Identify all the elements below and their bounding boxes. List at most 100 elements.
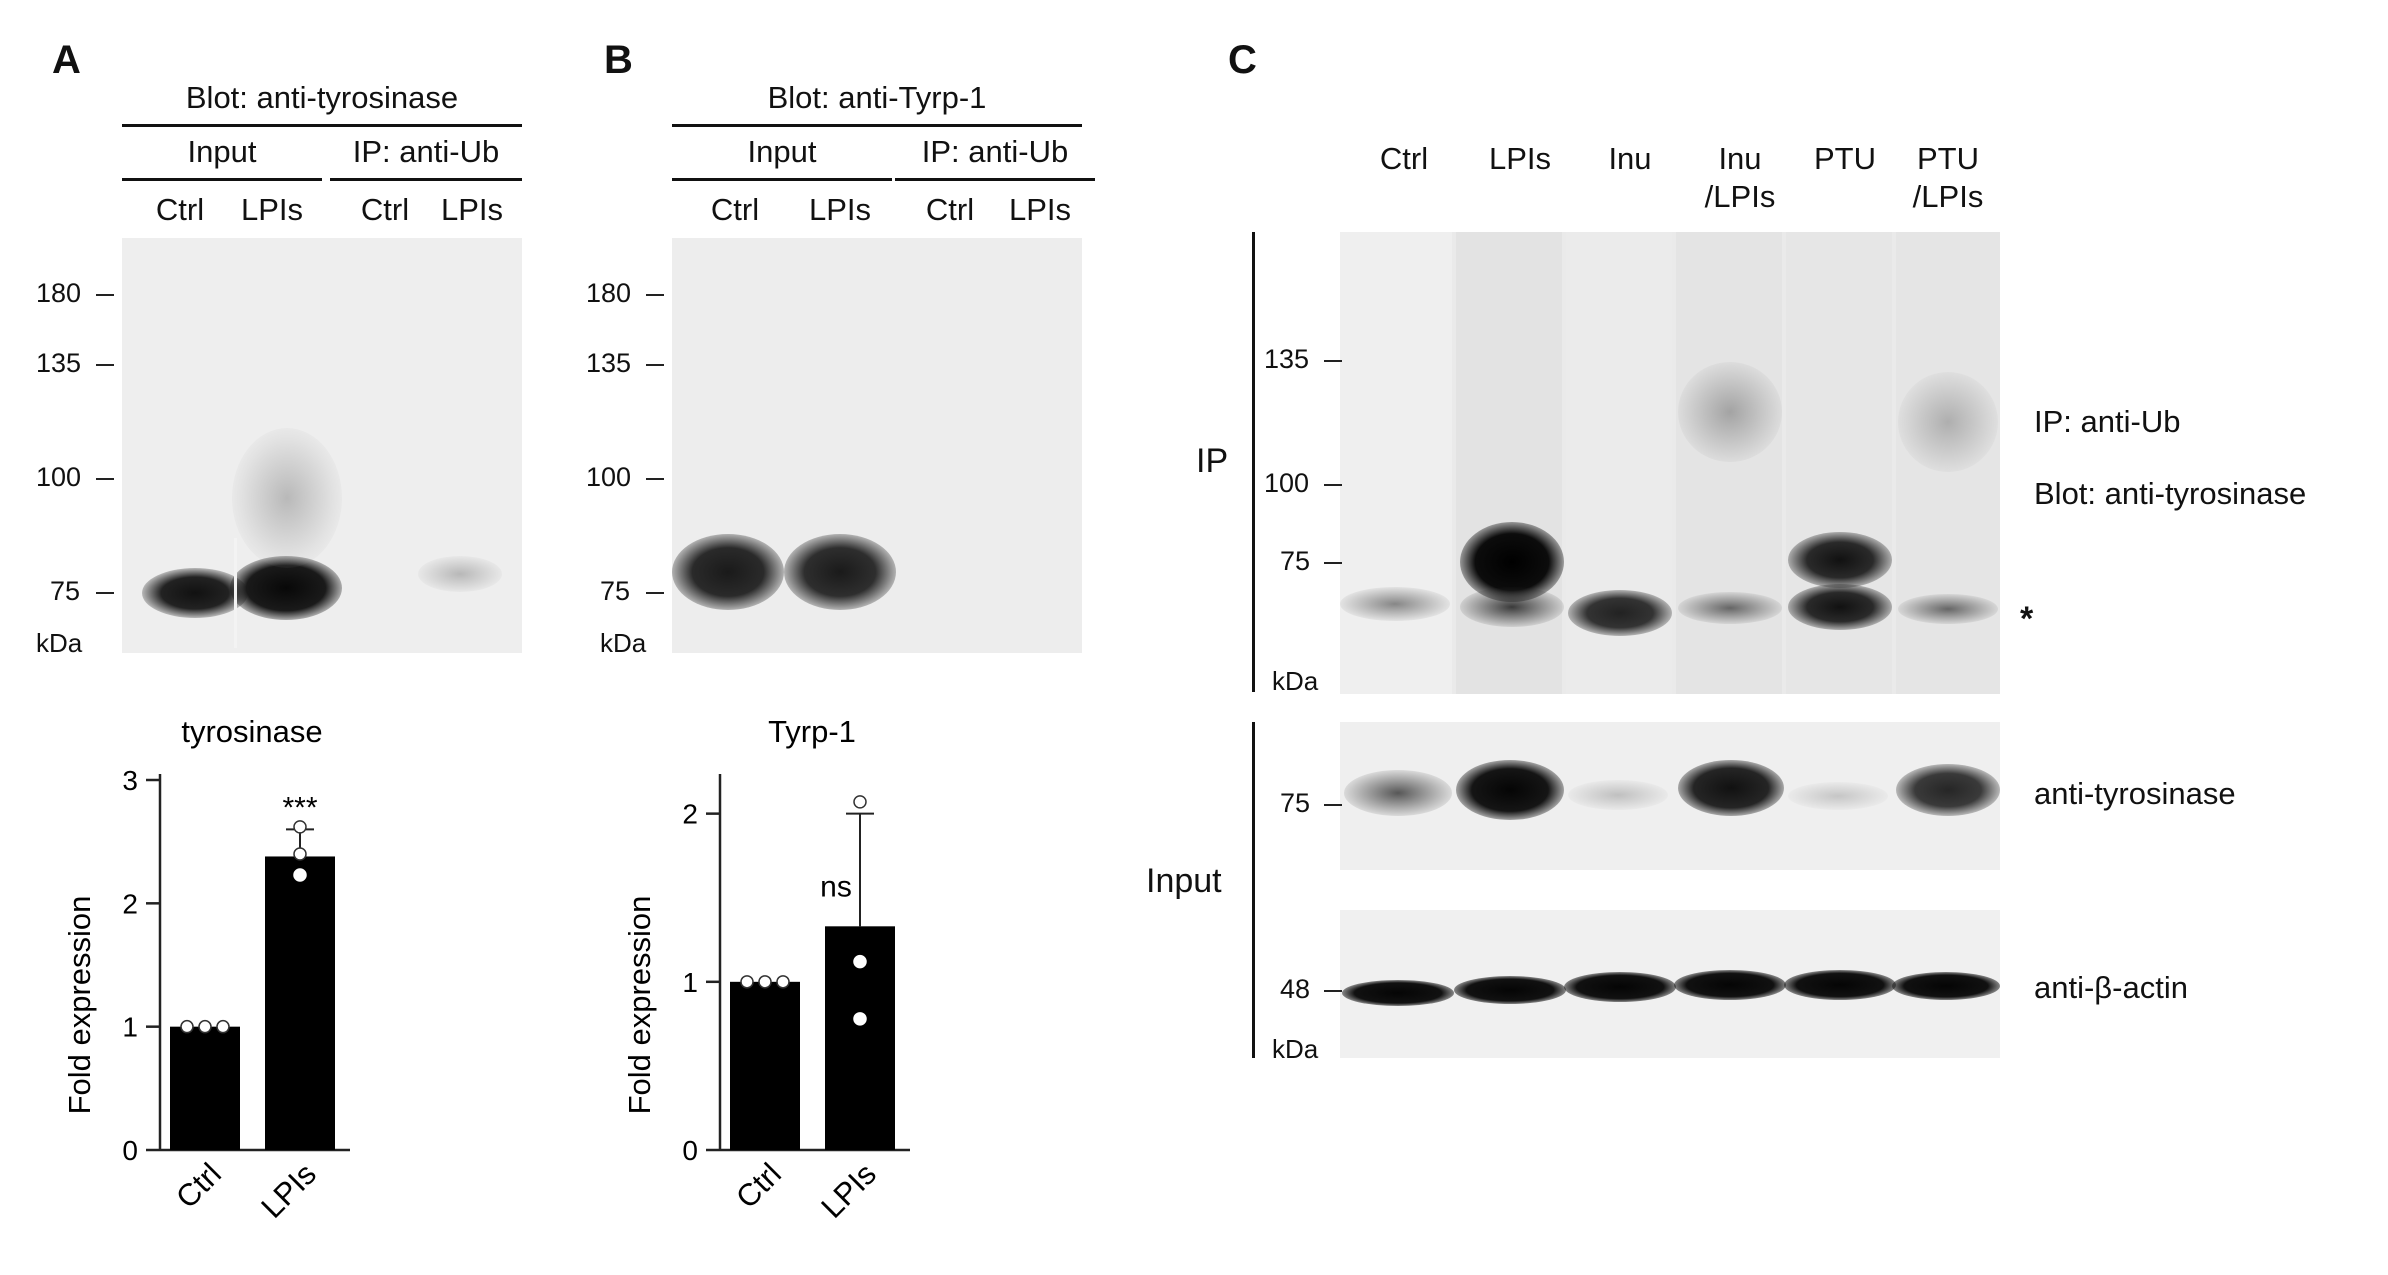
y-tick-label: 1 bbox=[122, 1012, 138, 1043]
y-tick-label: 2 bbox=[122, 888, 138, 919]
blot-band bbox=[1788, 532, 1892, 588]
blot-band bbox=[784, 534, 896, 610]
lane-separator bbox=[234, 538, 237, 648]
panel-c-asterisk: * bbox=[2020, 600, 2034, 638]
panel-c-ip-marker-tick bbox=[1324, 484, 1342, 486]
panel-a-group-ip: IP: anti-Ub bbox=[352, 134, 500, 169]
blot-band bbox=[1344, 770, 1452, 816]
panel-c-lane-label: Inu /LPIs bbox=[1704, 141, 1776, 214]
panel-c-ip-bracket bbox=[1252, 232, 1255, 692]
data-point bbox=[293, 820, 307, 834]
blot-band bbox=[1340, 587, 1450, 621]
blot-band bbox=[1564, 972, 1676, 1002]
panel-b-marker: 180 bbox=[586, 278, 632, 308]
bar bbox=[730, 981, 800, 1150]
panel-b-marker-tick bbox=[646, 478, 664, 480]
panel-b-lane-label: LPIs bbox=[808, 192, 872, 227]
blot-lane bbox=[1676, 232, 1782, 694]
blot-band bbox=[1460, 587, 1564, 627]
panel-a-marker-tick bbox=[96, 592, 114, 594]
panel-a-lane-label: Ctrl bbox=[155, 192, 205, 227]
blot-band bbox=[1456, 760, 1564, 820]
panel-c-input-marker: 48 bbox=[1280, 974, 1311, 1004]
chart-title: tyrosinase bbox=[181, 714, 322, 749]
data-point bbox=[853, 954, 867, 969]
panel-c-ip-marker: 75 bbox=[1280, 546, 1311, 576]
panel-a-title-rule bbox=[122, 124, 522, 127]
y-axis-label: Fold expression bbox=[62, 896, 97, 1115]
panel-a-lane-label: LPIs bbox=[440, 192, 504, 227]
panel-c-ip-annotation: IP: anti-Ub bbox=[2034, 404, 2181, 439]
blot-band bbox=[1892, 972, 2000, 1000]
panel-c-ip-annotation: Blot: anti-tyrosinase bbox=[2034, 476, 2307, 511]
x-tick-label: Ctrl bbox=[169, 1156, 228, 1215]
panel-a-ip-rule bbox=[330, 178, 522, 181]
panel-b-input-rule bbox=[672, 178, 892, 181]
bar bbox=[170, 1026, 240, 1150]
significance-label: ns bbox=[820, 870, 852, 903]
panel-b-lane-label: Ctrl bbox=[710, 192, 760, 227]
panel-c-lane-label: Ctrl bbox=[1379, 141, 1429, 176]
blot-band bbox=[1674, 970, 1786, 1000]
panel-b-title-rule bbox=[672, 124, 1082, 127]
y-tick-label: 2 bbox=[682, 799, 698, 830]
panel-b-group-input: Input bbox=[747, 134, 817, 169]
panel-a-marker-tick bbox=[96, 478, 114, 480]
blot-band bbox=[672, 534, 784, 610]
x-tick-label: Ctrl bbox=[729, 1156, 788, 1215]
panel-a-group-input: Input bbox=[187, 134, 257, 169]
data-point bbox=[216, 1019, 230, 1034]
panel-b-blot-title: Blot: anti-Tyrp-1 bbox=[767, 80, 987, 115]
blot-band bbox=[1784, 970, 1896, 1000]
blot-band bbox=[418, 556, 502, 592]
blot-band bbox=[1896, 764, 2000, 816]
panel-c-row-label-tyrosinase: anti-tyrosinase bbox=[2034, 776, 2236, 811]
panel-a-marker-tick bbox=[96, 294, 114, 296]
panel-c-row-label-actin: anti-β-actin bbox=[2034, 970, 2188, 1005]
panel-a-blot-title: Blot: anti-tyrosinase bbox=[185, 80, 459, 115]
data-point bbox=[180, 1019, 194, 1034]
panel-b-blot-image bbox=[672, 238, 1082, 653]
panel-a-marker: 180 bbox=[36, 278, 82, 308]
panel-c-lane-label: Inu bbox=[1608, 141, 1652, 176]
panel-b-marker: 75 bbox=[600, 576, 631, 606]
data-point bbox=[853, 795, 867, 809]
panel-b-marker: 100 bbox=[586, 462, 632, 492]
blot-band bbox=[1454, 976, 1566, 1004]
panel-c-input-label: Input bbox=[1146, 862, 1222, 900]
panel-a-lane-label: LPIs bbox=[240, 192, 304, 227]
blot-smear bbox=[1898, 372, 1998, 472]
panel-a-marker: 75 bbox=[50, 576, 81, 606]
x-tick-label: LPIs bbox=[814, 1156, 883, 1225]
y-tick-label: 1 bbox=[682, 967, 698, 998]
panel-b-lane-label: LPIs bbox=[1008, 192, 1072, 227]
panel-c-input-kda: kDa bbox=[1272, 1034, 1319, 1064]
blot-band bbox=[1788, 584, 1892, 630]
panel-a-marker: 100 bbox=[36, 462, 82, 492]
blot-band bbox=[1788, 782, 1888, 810]
panel-c-input-marker-tick bbox=[1324, 990, 1342, 992]
blot-lane bbox=[1340, 232, 1452, 694]
panel-b-marker-tick bbox=[646, 294, 664, 296]
blot-smear bbox=[232, 428, 342, 568]
tyrosinase-bar-chart: tyrosinase Fold expression 0 1 2 3 Ctrl *** LPIs bbox=[62, 714, 350, 1225]
data-point bbox=[293, 868, 307, 882]
panel-a-kda: kDa bbox=[36, 628, 83, 658]
panel-c-lane-label: PTU bbox=[1814, 141, 1876, 176]
panel-c-ip-blot-image bbox=[1340, 232, 2000, 694]
panel-c-input-marker: 75 bbox=[1280, 788, 1311, 818]
blot-band bbox=[1678, 760, 1784, 816]
blot-band bbox=[1568, 590, 1672, 636]
panel-b-marker-tick bbox=[646, 364, 664, 366]
panel-b-letter: B bbox=[604, 38, 633, 82]
tyrp1-bar-chart: Tyrp-1 Fold expression 0 1 2 Ctrl ns LPIs bbox=[622, 714, 910, 1225]
panel-c-input-marker-tick bbox=[1324, 804, 1342, 806]
panel-c-ip-kda: kDa bbox=[1272, 666, 1319, 696]
y-tick-label: 0 bbox=[122, 1135, 138, 1166]
data-point bbox=[198, 1019, 212, 1034]
data-point bbox=[776, 975, 790, 989]
blot-band bbox=[1568, 780, 1668, 810]
panel-c-ip-marker: 100 bbox=[1264, 468, 1310, 498]
panel-c-ip-marker: 135 bbox=[1264, 344, 1310, 374]
blot-band bbox=[230, 556, 342, 620]
